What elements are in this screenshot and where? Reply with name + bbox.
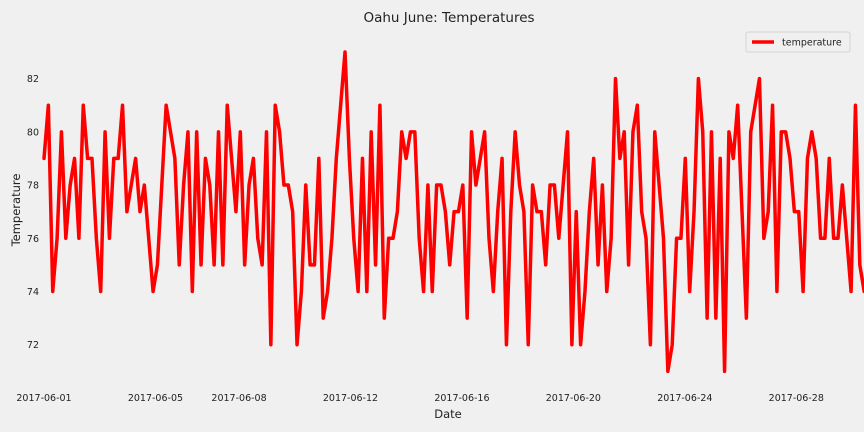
y-tick-label: 74 <box>27 287 39 298</box>
legend: temperature <box>745 31 851 53</box>
x-tick-label: 2017-06-20 <box>546 393 601 404</box>
x-tick-label: 2017-06-08 <box>211 393 266 404</box>
y-tick-label: 72 <box>27 340 39 351</box>
x-tick-label: 2017-06-12 <box>323 393 378 404</box>
y-tick-label: 76 <box>27 234 39 245</box>
legend-label-temperature: temperature <box>782 38 842 49</box>
x-tick-label: 2017-06-24 <box>657 393 712 404</box>
y-tick-label: 80 <box>27 127 39 138</box>
y-tick-label: 78 <box>27 181 39 192</box>
y-tick-label: 82 <box>27 74 39 85</box>
y-axis-ticks: 72 74 76 78 80 82 <box>27 74 39 351</box>
x-tick-label: 2017-06-01 <box>16 393 71 404</box>
x-tick-label: 2017-06-05 <box>128 393 183 404</box>
legend-box <box>745 31 851 53</box>
x-tick-label: 2017-06-16 <box>434 393 489 404</box>
series-line-temperature <box>42 50 864 374</box>
y-axis-label: Temperature <box>9 174 23 248</box>
x-axis-ticks: 2017-06-01 2017-06-05 2017-06-08 2017-06-12… <box>16 393 823 404</box>
x-tick-label: 2017-06-28 <box>769 393 824 404</box>
x-axis-label: Date <box>434 407 462 421</box>
chart-title: Oahu June: Temperatures <box>363 10 534 26</box>
